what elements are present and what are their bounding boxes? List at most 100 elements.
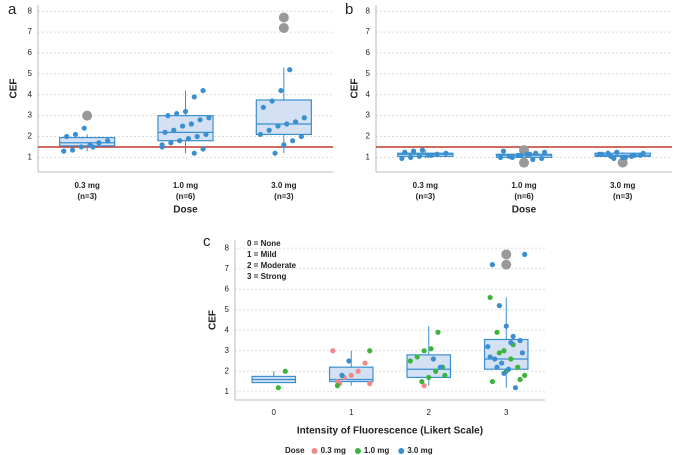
point	[191, 150, 197, 156]
y-tick-label: 3	[366, 111, 371, 120]
outlier	[278, 12, 289, 23]
point	[339, 372, 345, 378]
legend-label: 3.0 mg	[407, 446, 432, 455]
point	[290, 138, 296, 144]
y-tick-label: 6	[366, 48, 371, 57]
point	[348, 372, 354, 378]
point	[631, 152, 638, 158]
y-tick-label: 1	[28, 152, 33, 161]
point	[278, 87, 284, 94]
point	[292, 119, 299, 125]
y-tick-label: 8	[225, 243, 230, 252]
annotation: 0 = None	[247, 239, 281, 248]
point	[177, 138, 183, 144]
x-axis-title: Dose	[173, 205, 198, 216]
point	[200, 146, 206, 152]
point	[517, 376, 523, 383]
point	[503, 323, 509, 329]
point	[414, 354, 420, 360]
point	[81, 125, 87, 131]
point	[69, 147, 76, 153]
point	[426, 374, 432, 381]
point	[518, 152, 524, 158]
point	[367, 348, 373, 354]
y-tick-label: 2	[28, 132, 33, 141]
point	[421, 383, 427, 389]
y-tick-label: 1	[366, 152, 371, 161]
point	[188, 121, 194, 127]
point	[433, 368, 439, 374]
point	[301, 115, 307, 121]
y-tick-label: 2	[366, 132, 371, 141]
x-tick-label: 3	[504, 408, 509, 417]
point	[443, 150, 449, 156]
y-tick-label: 3	[28, 111, 33, 120]
y-tick-label: 6	[28, 48, 33, 57]
point	[162, 129, 168, 135]
y-tick-label: 2	[225, 366, 230, 375]
point	[434, 151, 440, 157]
point	[522, 251, 528, 257]
x-tick-label: 0	[272, 408, 277, 417]
point	[260, 104, 266, 110]
point	[428, 346, 434, 352]
point	[489, 262, 496, 268]
point	[159, 144, 165, 150]
point	[165, 113, 171, 119]
point	[505, 366, 512, 372]
legend-label: 1.0 mg	[364, 446, 389, 455]
point	[334, 383, 341, 389]
point	[421, 348, 427, 354]
point	[174, 110, 180, 117]
x-tick-label: 1	[349, 408, 354, 417]
x-tick-count: (n=6)	[176, 192, 196, 201]
point	[408, 154, 414, 160]
point	[530, 156, 536, 163]
y-tick-label: 5	[28, 69, 33, 78]
point	[640, 150, 646, 156]
point	[492, 356, 498, 362]
point	[197, 117, 203, 123]
y-axis-title: CEF	[350, 79, 361, 99]
point	[496, 350, 502, 356]
legend-title: Dose	[285, 446, 305, 455]
point	[272, 150, 278, 156]
point	[284, 121, 290, 127]
x-tick-count: (n=3)	[274, 192, 294, 201]
point	[489, 378, 496, 385]
panel-label: a	[8, 1, 17, 18]
point	[510, 333, 516, 340]
legend-swatch	[354, 448, 361, 454]
point	[487, 294, 493, 301]
point	[191, 94, 197, 100]
point	[257, 131, 264, 138]
x-tick-label: 3.0 mg	[271, 181, 296, 190]
y-tick-label: 7	[225, 264, 230, 273]
point	[203, 131, 209, 138]
point	[281, 142, 287, 148]
point	[287, 67, 293, 73]
point	[200, 87, 206, 94]
point	[533, 150, 539, 156]
x-tick-label: 0.3 mg	[413, 181, 438, 190]
point	[269, 98, 275, 104]
box	[59, 136, 116, 147]
outlier	[501, 259, 512, 270]
x-tick-label: 1.0 mg	[511, 181, 536, 190]
outlier	[82, 110, 93, 121]
point	[266, 127, 272, 133]
point	[608, 153, 614, 159]
annotation: 1 = Mild	[247, 250, 277, 259]
point	[168, 140, 174, 146]
point	[419, 147, 425, 153]
point	[494, 364, 500, 370]
outlier	[501, 249, 512, 260]
point	[416, 153, 423, 159]
point	[527, 151, 533, 157]
point	[282, 368, 288, 374]
point	[105, 138, 111, 144]
point	[508, 339, 514, 346]
panel-label: b	[345, 1, 353, 18]
point	[206, 115, 212, 121]
